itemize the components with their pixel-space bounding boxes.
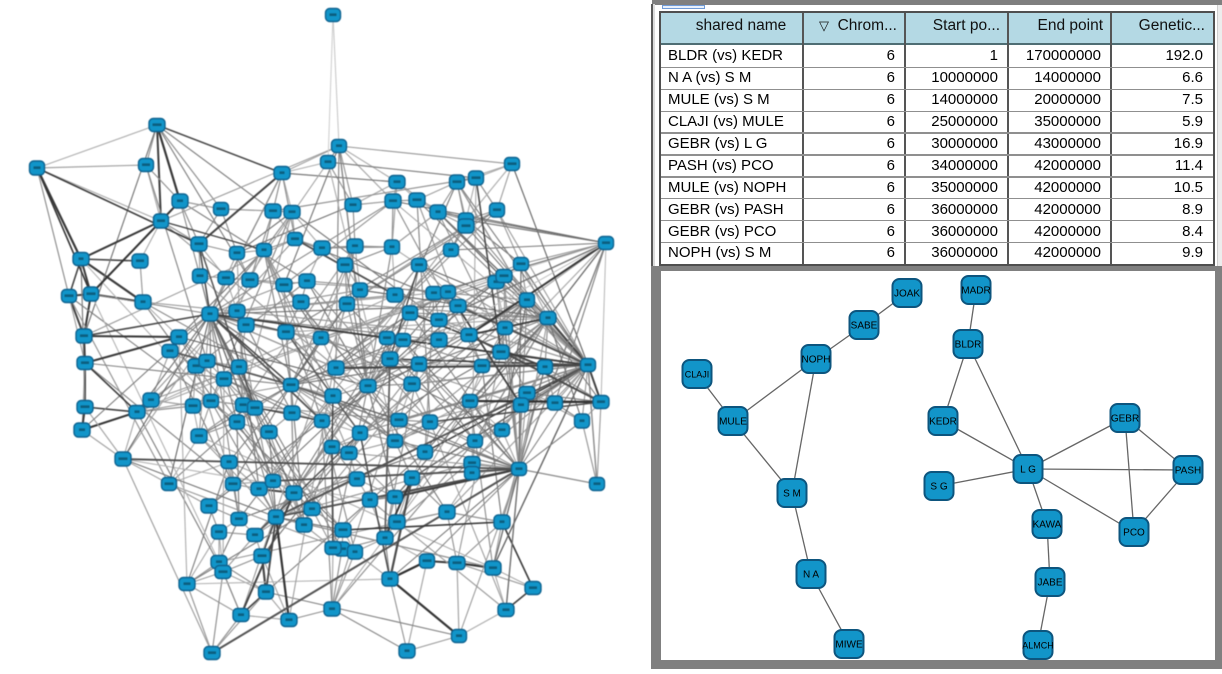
svg-text:L G: L G xyxy=(1020,465,1036,476)
svg-text:JOAK: JOAK xyxy=(894,289,920,300)
svg-text:SABE: SABE xyxy=(851,321,878,332)
svg-text:KEDR: KEDR xyxy=(929,417,957,428)
svg-text:PASH: PASH xyxy=(1175,466,1202,477)
svg-text:ALMCH: ALMCH xyxy=(1022,641,1054,651)
svg-text:JABE: JABE xyxy=(1037,578,1062,589)
svg-text:MIWE: MIWE xyxy=(835,640,863,651)
svg-text:PCO: PCO xyxy=(1123,528,1145,539)
svg-text:MADR: MADR xyxy=(961,286,990,297)
svg-text:S G: S G xyxy=(930,482,947,493)
svg-text:GEBR: GEBR xyxy=(1111,414,1139,425)
svg-text:N A: N A xyxy=(803,570,819,581)
svg-text:NOPH: NOPH xyxy=(802,355,831,366)
svg-text:MULE: MULE xyxy=(719,417,747,428)
svg-text:S M: S M xyxy=(783,489,801,500)
svg-text:BLDR: BLDR xyxy=(955,340,982,351)
svg-text:CLAJI: CLAJI xyxy=(685,370,710,380)
svg-text:KAWA: KAWA xyxy=(1033,520,1062,531)
